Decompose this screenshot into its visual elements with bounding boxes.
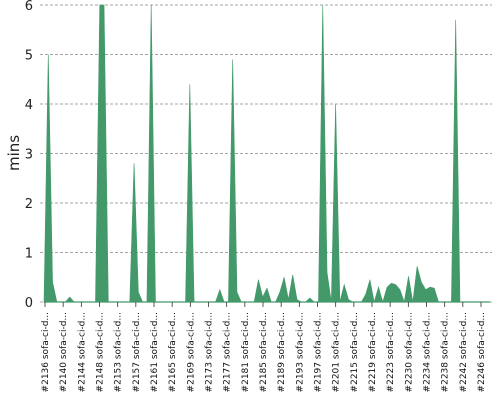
x-tick-label: #2246 sofa-ci-d... (477, 312, 487, 392)
x-tick-label: #2136 sofa-ci-d... (41, 312, 51, 392)
x-tick-label: #2144 sofa-ci-d... (77, 312, 87, 392)
y-tick-label: 3 (25, 148, 33, 163)
gridlines (40, 4, 492, 303)
x-tick-label: #2242 sofa-ci-d... (459, 312, 469, 392)
x-tick-label: #2148 sofa-ci-d... (96, 312, 106, 392)
y-tick-label: 4 (25, 98, 33, 113)
x-tick-label: #2219 sofa-ci-d... (368, 312, 378, 392)
y-axis-title: mins (5, 135, 23, 171)
y-tick-label: 6 (25, 0, 33, 14)
y-tick-label: 0 (25, 296, 33, 311)
x-tick-label: #2177 sofa-ci-d... (223, 312, 233, 392)
x-tick-label: #2223 sofa-ci-d... (386, 312, 396, 392)
x-tick-label: #2173 sofa-ci-d... (205, 312, 215, 392)
x-tick-label: #2185 sofa-ci-d... (259, 312, 269, 392)
x-tick-label: #2157 sofa-ci-d... (132, 312, 142, 392)
x-tick-label: #2140 sofa-ci-d... (59, 312, 69, 392)
x-tick-label: #2238 sofa-ci-d... (441, 312, 451, 392)
y-tick-label: 1 (25, 247, 33, 262)
x-axis-ticks: #2136 sofa-ci-d... #2140 sofa-ci-d... #214… (41, 302, 487, 392)
y-tick-label: 5 (25, 49, 33, 64)
y-tick-label: 2 (25, 197, 33, 212)
x-tick-label: #2181 sofa-ci-d... (241, 312, 251, 392)
x-tick-label: #2215 sofa-ci-d... (350, 312, 360, 392)
x-tick-label: #2169 sofa-ci-d... (186, 312, 196, 392)
x-tick-label: #2153 sofa-ci-d... (114, 312, 124, 392)
x-tick-label: #2201 sofa-ci-d... (332, 312, 342, 392)
x-tick-label: #2189 sofa-ci-d... (277, 312, 287, 392)
area-series (43, 4, 490, 304)
y-axis-ticks: 0 1 2 3 4 5 6 (25, 0, 33, 311)
x-tick-label: #2193 sofa-ci-d... (295, 312, 305, 392)
x-tick-label: #2197 sofa-ci-d... (314, 312, 324, 392)
x-tick-label: #2165 sofa-ci-d... (168, 312, 178, 392)
x-tick-label: #2234 sofa-ci-d... (423, 312, 433, 392)
x-tick-label: #2230 sofa-ci-d... (404, 312, 414, 392)
x-tick-label: #2161 sofa-ci-d... (150, 312, 160, 392)
